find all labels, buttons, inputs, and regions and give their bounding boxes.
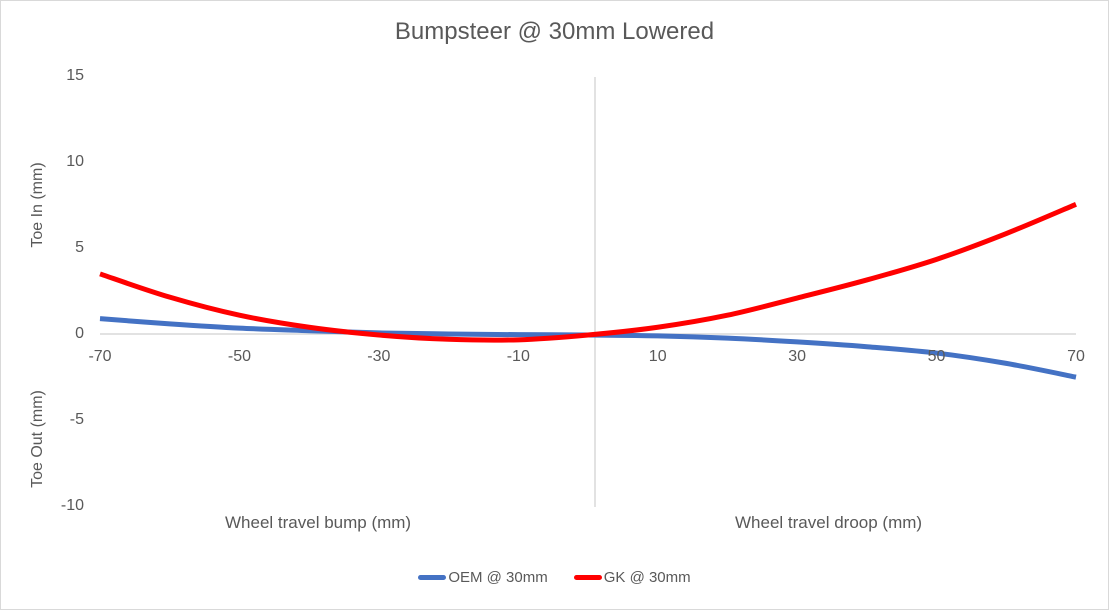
chart-title: Bumpsteer @ 30mm Lowered	[394, 18, 715, 45]
legend-label-gk: GK @ 30mm	[603, 569, 691, 586]
y-axis-label-toe-in: Toe In (mm)	[29, 162, 46, 248]
x-tick-label: -10	[506, 348, 530, 365]
y-tick-label: 0	[75, 325, 84, 342]
legend-label-oem: OEM @ 30mm	[448, 569, 548, 586]
x-axis-label-droop: Wheel travel droop (mm)	[735, 513, 923, 532]
x-tick-label: -30	[367, 348, 391, 365]
y-axis-label-toe-out: Toe Out (mm)	[29, 390, 46, 488]
legend-item-oem[interactable]: OEM @ 30mm	[418, 569, 548, 586]
y-tick-label: 5	[75, 239, 84, 256]
x-axis-label-bump: Wheel travel bump (mm)	[225, 513, 412, 532]
legend-swatch-gk	[573, 575, 602, 580]
x-tick-label: 70	[1067, 348, 1085, 365]
x-tick-label: -50	[227, 348, 251, 365]
legend-item-gk[interactable]: GK @ 30mm	[573, 569, 691, 586]
x-tick-label: -70	[88, 348, 112, 365]
x-tick-label: 30	[788, 348, 807, 365]
y-tick-label: 15	[66, 67, 84, 84]
series-line-gk	[99, 201, 1077, 343]
x-tick-label: 10	[648, 348, 667, 365]
legend-swatch-oem	[418, 575, 447, 580]
legend: OEM @ 30mm GK @ 30mm	[0, 569, 1109, 586]
x-tick-label: 50	[927, 348, 946, 365]
y-tick-label: 10	[66, 153, 84, 170]
y-tick-label: -10	[60, 497, 84, 514]
y-tick-label: -5	[69, 411, 84, 428]
